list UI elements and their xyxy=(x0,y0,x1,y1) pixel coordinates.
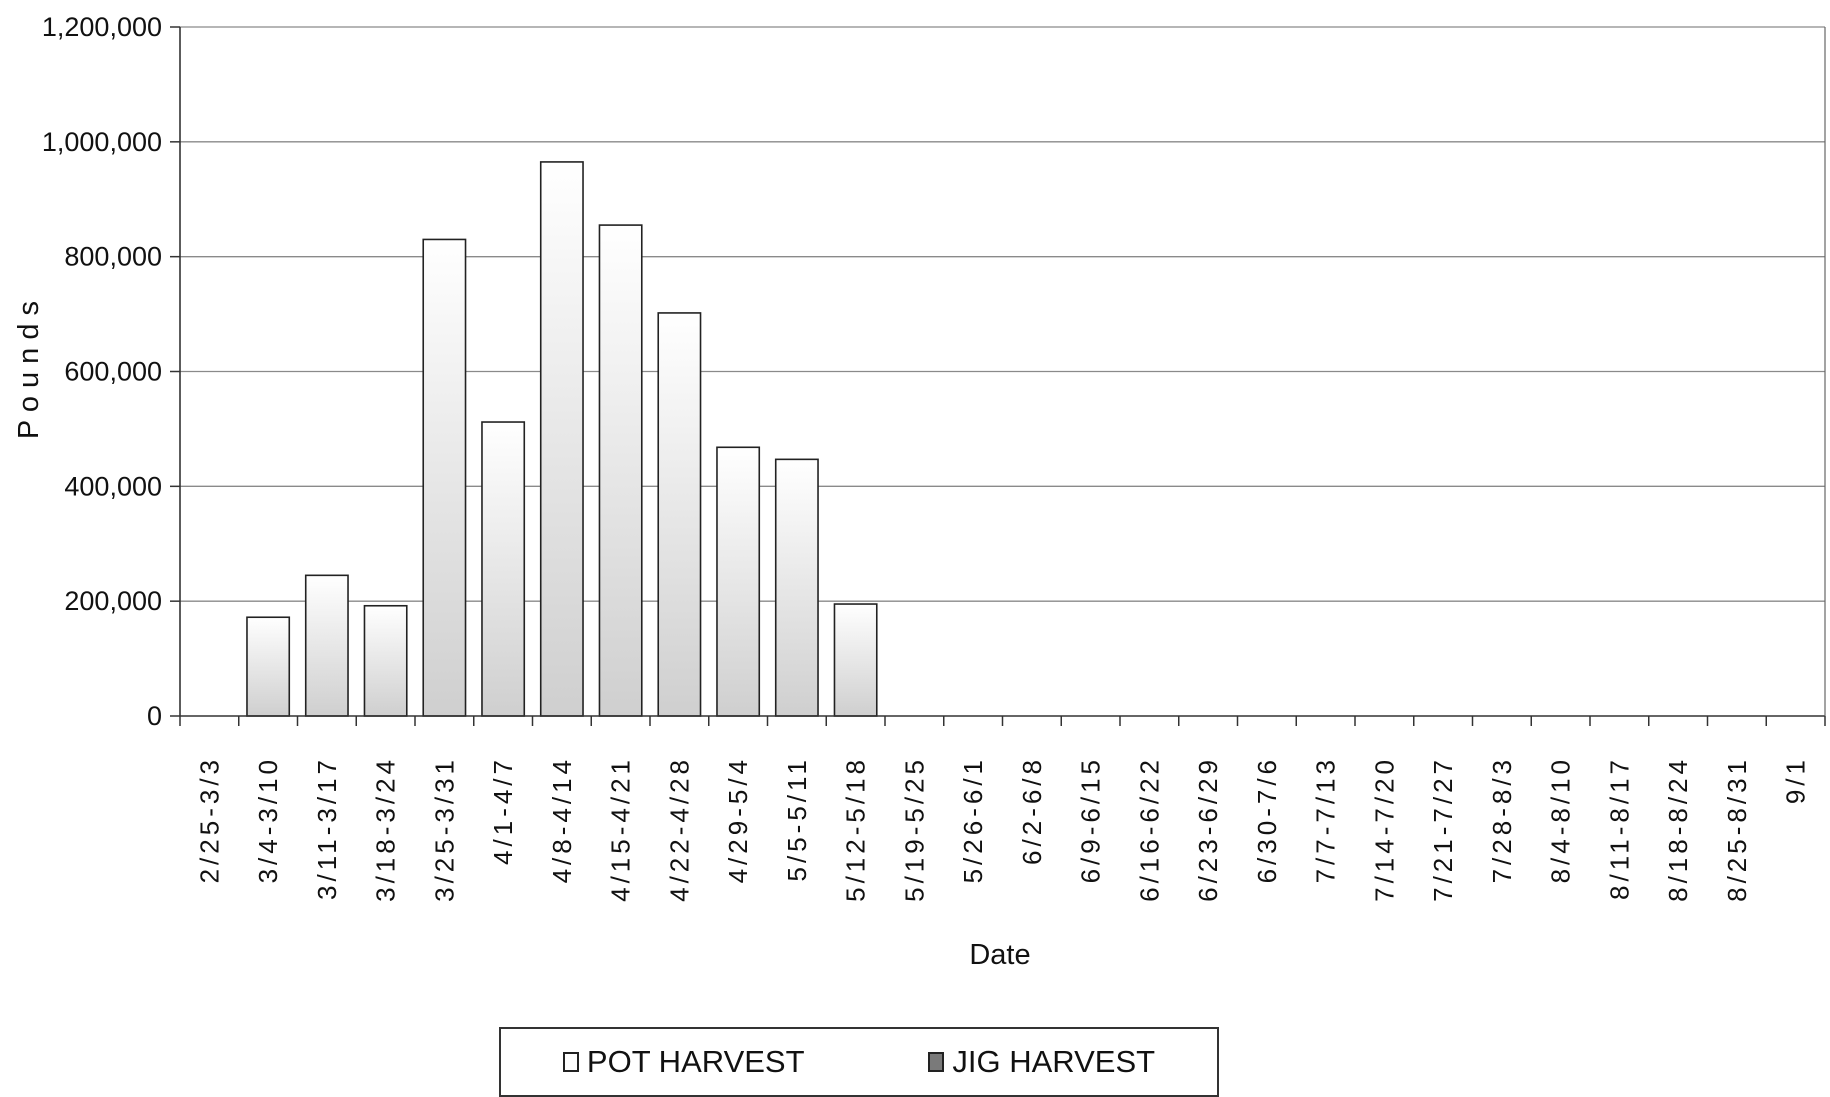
x-tick-label: 3/4-3/10 xyxy=(253,756,283,883)
x-tick-label: 6/9-6/15 xyxy=(1076,756,1106,883)
x-tick-label: 8/11-8/17 xyxy=(1604,756,1634,900)
x-tick-label: 7/7-7/13 xyxy=(1311,756,1341,883)
bar-pot-harvest xyxy=(833,603,878,717)
x-tick-labels: 2/25-3/3 3/4-3/10 3/11-3/17 3/18-3/24 3/25-3… xyxy=(194,756,1810,902)
legend-label-jig: JIG HARVEST xyxy=(952,1044,1156,1079)
x-tick-label: 7/21-7/27 xyxy=(1428,756,1458,902)
y-tick-labels: 0 200,000 400,000 600,000 800,000 1,000,000 1,… xyxy=(42,12,162,731)
x-tick-label: 4/15-4/21 xyxy=(606,756,636,902)
bar-pot-harvest xyxy=(422,238,467,717)
x-tick-label: 7/28-8/3 xyxy=(1487,756,1517,883)
x-tick-label: 8/25-8/31 xyxy=(1722,756,1752,902)
bar-pot-harvest xyxy=(539,161,584,717)
harvest-bar-chart: 0 200,000 400,000 600,000 800,000 1,000,000 1,… xyxy=(13,12,1826,971)
y-tick-label: 1,200,000 xyxy=(42,12,162,42)
x-tick-label: 3/18-3/24 xyxy=(371,756,401,902)
bar-pot-harvest xyxy=(246,616,291,717)
y-tick-label: 0 xyxy=(147,701,162,731)
bars-group xyxy=(246,161,878,717)
x-axis-title: Date xyxy=(969,939,1030,971)
pot-harvest-swatch-icon xyxy=(562,1052,579,1072)
bar-pot-harvest xyxy=(481,421,526,717)
x-tick-label: 8/4-8/10 xyxy=(1546,756,1576,883)
x-tick-label: 6/30-7/6 xyxy=(1252,756,1282,883)
legend-item-jig: JIG HARVEST xyxy=(928,1044,1155,1080)
x-tick-label: 8/18-8/24 xyxy=(1663,756,1693,902)
x-tick-label: 5/12-5/18 xyxy=(841,756,871,902)
legend-label-pot: POT HARVEST xyxy=(586,1044,805,1079)
x-tick-label: 5/19-5/25 xyxy=(899,756,929,902)
bar-pot-harvest xyxy=(363,604,408,717)
bar-pot-harvest xyxy=(774,458,819,717)
y-tick-label: 800,000 xyxy=(64,242,162,272)
bar-pot-harvest xyxy=(598,224,643,717)
legend: POT HARVEST JIG HARVEST xyxy=(499,1027,1219,1097)
x-tick-label: 3/25-3/31 xyxy=(429,756,459,902)
y-tick-label: 200,000 xyxy=(64,586,162,616)
y-tick-label: 400,000 xyxy=(64,471,162,501)
bar-pot-harvest xyxy=(657,312,702,717)
x-tick-label: 4/8-4/14 xyxy=(547,756,577,883)
x-tick-label: 7/14-7/20 xyxy=(1369,756,1399,902)
x-tick-label: 5/26-6/1 xyxy=(958,756,988,883)
x-tick-label: 6/16-6/22 xyxy=(1134,756,1164,902)
x-tick-label: 3/11-3/17 xyxy=(312,756,342,900)
x-tick-label: 6/23-6/29 xyxy=(1193,756,1223,902)
y-axis-title: P o u n d s xyxy=(13,301,45,439)
x-tick-label: 4/22-4/28 xyxy=(664,756,694,902)
x-tick-label: 2/25-3/3 xyxy=(194,756,224,883)
x-tick-label: 9/1 xyxy=(1781,756,1811,804)
y-tick-label: 600,000 xyxy=(64,357,162,387)
bar-pot-harvest xyxy=(304,574,349,717)
x-tick-label: 5/5-5/11 xyxy=(782,756,812,881)
y-tick-label: 1,000,000 xyxy=(42,127,162,157)
legend-item-pot: POT HARVEST xyxy=(562,1044,805,1080)
axes-group xyxy=(179,27,1826,726)
bar-pot-harvest xyxy=(716,446,761,717)
x-tick-label: 4/1-4/7 xyxy=(488,756,518,865)
x-tick-label: 4/29-5/4 xyxy=(723,756,753,883)
jig-harvest-swatch-icon xyxy=(928,1052,945,1072)
x-tick-label: 6/2-6/8 xyxy=(1017,756,1047,865)
